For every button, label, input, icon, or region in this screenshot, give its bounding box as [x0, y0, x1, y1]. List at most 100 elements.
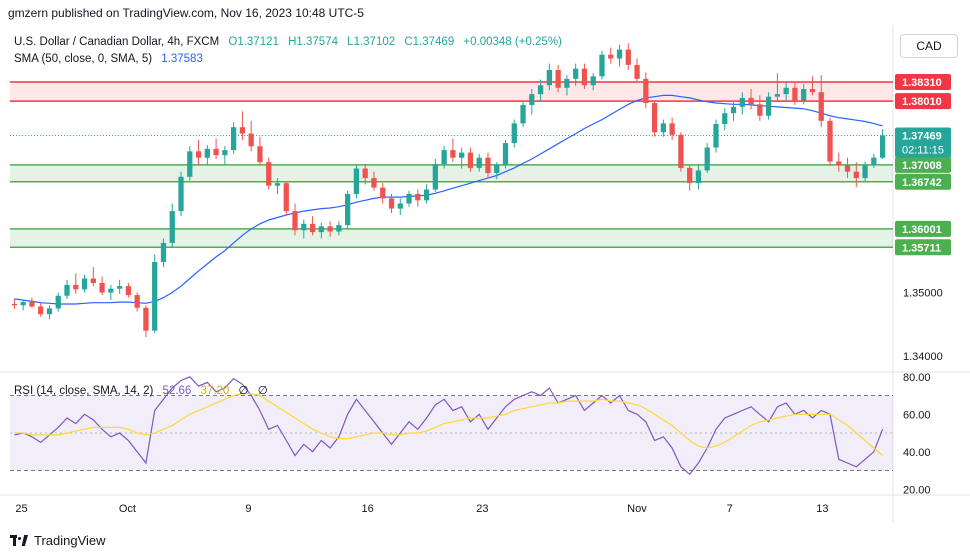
- candle-body: [695, 170, 702, 184]
- candle-body: [608, 54, 614, 59]
- candle-body: [81, 278, 88, 290]
- candle-body: [362, 168, 368, 179]
- candle-body: [108, 288, 114, 293]
- support-price-tag: [895, 173, 951, 190]
- open-value: O1.37121: [228, 36, 279, 48]
- candle-body: [467, 152, 474, 168]
- candle-body: [46, 308, 53, 315]
- support-price-label: 1.36001: [902, 224, 942, 236]
- candle-body: [722, 113, 728, 125]
- support-price-tag: [895, 156, 951, 173]
- grid: [0, 25, 970, 522]
- candle-body: [309, 223, 316, 233]
- current-price-tag: [895, 127, 951, 158]
- candle-body: [116, 286, 123, 289]
- candle-body: [537, 85, 544, 95]
- chart-canvas[interactable]: 1.390001.350001.3400080.0060.0040.0020.0…: [0, 25, 970, 522]
- ohlc-legend: U.S. Dollar / Canadian Dollar, 4h, FXCM …: [14, 36, 568, 48]
- current-price-label: 1.37469: [902, 131, 942, 143]
- rsi-sma-value: 37.20: [200, 385, 230, 397]
- published-by: gmzern published on TradingView.com, Nov…: [8, 6, 364, 20]
- resistance-price-tag: [895, 93, 951, 110]
- price-tick-label: 1.34000: [903, 351, 943, 363]
- rsi-na-1: ∅: [238, 385, 249, 397]
- candle-body: [160, 242, 167, 262]
- candle-body: [450, 150, 456, 158]
- candle-body: [213, 148, 219, 156]
- candle-body: [90, 278, 96, 283]
- candle-body: [555, 69, 561, 88]
- candle-body: [125, 286, 132, 296]
- candle-body: [274, 183, 281, 186]
- candle-body: [757, 104, 763, 116]
- candle-body: [380, 187, 386, 199]
- low-value: L1.37102: [347, 36, 396, 48]
- candle-body: [257, 146, 263, 163]
- symbol-name[interactable]: U.S. Dollar / Canadian Dollar, 4h, FXCM: [14, 36, 220, 48]
- resistance-price-tag: [895, 74, 951, 91]
- candle-body: [836, 161, 842, 166]
- candle-body: [353, 168, 360, 194]
- chart-frame[interactable]: 1.390001.350001.3400080.0060.0040.0020.0…: [0, 25, 970, 522]
- rsi-label[interactable]: RSI (14, close, SMA, 14, 2): [14, 385, 154, 397]
- time-tick-label: Nov: [627, 503, 647, 515]
- time-tick-label: 13: [816, 503, 828, 515]
- candle-body: [643, 78, 649, 104]
- candle-body: [371, 178, 377, 188]
- candle-body: [11, 303, 18, 306]
- candle-body: [318, 226, 324, 233]
- candle-body: [590, 76, 596, 86]
- support-price-tag: [895, 220, 951, 237]
- candle-body: [853, 171, 859, 179]
- candle-body: [529, 94, 535, 105]
- candle-body: [64, 284, 70, 296]
- candle-body: [459, 152, 465, 158]
- candle-body: [152, 261, 158, 331]
- rsi-pane: [10, 376, 893, 476]
- candles: [11, 43, 886, 338]
- price-tick-label: 1.35000: [903, 288, 943, 300]
- candle-body: [476, 157, 482, 168]
- countdown-label: 02:11:15: [902, 145, 944, 157]
- candle-body: [55, 295, 61, 309]
- tradingview-logo[interactable]: TradingView: [10, 533, 106, 548]
- sma-line: [14, 94, 883, 305]
- candle-body: [99, 282, 105, 293]
- price-labels: 1.38310 1.38010 1.37008 1.36742 1.36001 1.357…: [895, 74, 951, 256]
- time-tick-label: 9: [245, 503, 251, 515]
- candle-body: [520, 104, 526, 124]
- candle-body: [231, 127, 237, 151]
- high-value: H1.37574: [288, 36, 338, 48]
- candle-body: [441, 150, 447, 165]
- candle-body: [651, 103, 658, 133]
- candle-body: [748, 97, 754, 105]
- zones: [10, 81, 893, 249]
- candle-body: [38, 306, 44, 315]
- candle-body: [301, 223, 307, 231]
- candle-body: [511, 123, 517, 144]
- candle-body: [415, 193, 421, 201]
- rsi-na-2: ∅: [257, 385, 268, 397]
- candle-body: [713, 124, 719, 148]
- support-zone: [10, 164, 893, 182]
- currency-button[interactable]: CAD: [900, 34, 958, 58]
- candle-body: [634, 64, 640, 79]
- candle-body: [292, 211, 298, 231]
- candle-body: [73, 284, 79, 290]
- rsi-tick-label: 40.00: [903, 447, 931, 459]
- candle-body: [336, 225, 342, 232]
- candle-body: [660, 123, 666, 133]
- support-price-label: 1.37008: [902, 160, 942, 172]
- candle-body: [187, 151, 193, 177]
- candle-body: [862, 165, 868, 179]
- footer: TradingView: [0, 528, 970, 557]
- candle-body: [327, 226, 333, 232]
- candle-body: [406, 193, 412, 204]
- rsi-tick-label: 80.00: [903, 372, 931, 384]
- time-tick-label: 23: [476, 503, 488, 515]
- candle-body: [29, 302, 35, 307]
- sma-label[interactable]: SMA (50, close, 0, SMA, 5): [14, 53, 153, 65]
- rsi-sma-line: [14, 393, 883, 456]
- candle-body: [204, 148, 210, 158]
- candle-body: [283, 183, 289, 212]
